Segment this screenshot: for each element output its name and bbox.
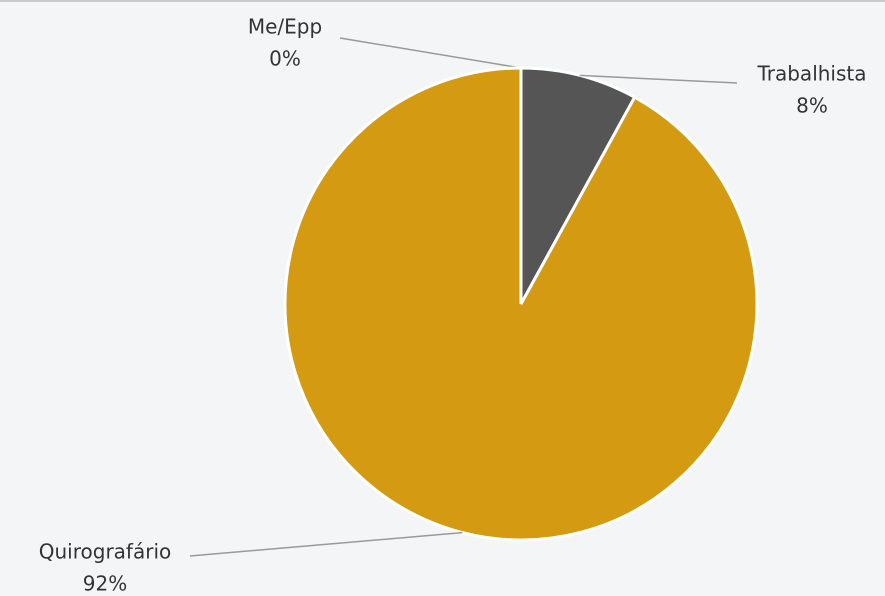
leader-line <box>189 531 463 557</box>
slice-value-label: 0% <box>269 47 301 71</box>
leader-line <box>339 37 522 69</box>
slice-label: Quirografário <box>39 540 171 564</box>
slice-value-label: 8% <box>796 94 828 118</box>
slice-label: Me/Epp <box>248 15 322 39</box>
leader-line <box>579 74 738 84</box>
pie-slice <box>283 66 759 542</box>
slice-label: Trabalhista <box>756 62 866 86</box>
slice-value-label: 92% <box>83 572 127 596</box>
